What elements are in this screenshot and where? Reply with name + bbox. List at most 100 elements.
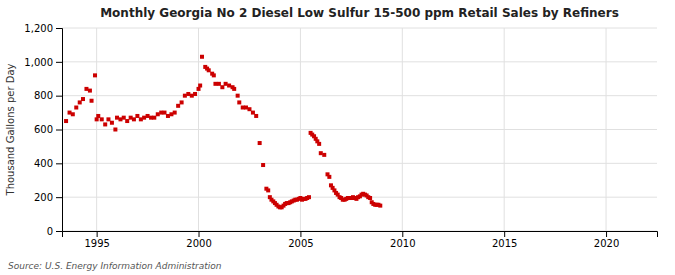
point xyxy=(266,188,270,192)
point xyxy=(166,114,170,118)
point xyxy=(227,84,231,88)
point xyxy=(180,100,184,104)
point xyxy=(232,87,236,91)
point xyxy=(258,141,262,145)
point xyxy=(378,204,382,208)
y-axis-tick-mark xyxy=(56,28,62,29)
point xyxy=(200,55,204,59)
x-axis-tick-mark xyxy=(606,231,607,237)
grid-line-y xyxy=(62,95,657,96)
background xyxy=(0,0,675,275)
point xyxy=(110,121,114,125)
y-axis-tick-label: 200 xyxy=(34,192,53,203)
point xyxy=(254,114,258,118)
y-axis-tick: 1,000 xyxy=(24,57,62,68)
point xyxy=(212,73,216,77)
point xyxy=(213,82,217,86)
point xyxy=(176,104,180,108)
point xyxy=(322,153,326,157)
grid-line-y xyxy=(62,163,657,164)
x-axis-tick-mark xyxy=(300,231,301,237)
point xyxy=(106,117,110,121)
grid-line-y xyxy=(62,129,657,130)
y-axis-tick-label: 1,000 xyxy=(24,57,53,68)
y-axis: 0 200 400 600 800 1,000 1,200 xyxy=(24,23,62,237)
point xyxy=(71,112,75,116)
point xyxy=(193,92,197,96)
point xyxy=(152,116,156,120)
plot: 1995 2000 2005 2010 2015 2020 0 200 400 600 800 1,0… xyxy=(24,23,657,249)
point xyxy=(186,92,190,96)
point xyxy=(100,117,104,121)
point xyxy=(307,195,311,199)
point xyxy=(368,196,372,200)
y-axis-tick-mark xyxy=(56,130,62,131)
grid-line-y xyxy=(62,61,657,62)
point xyxy=(81,97,85,101)
x-axis-tick-label: 2005 xyxy=(288,238,313,249)
source: Source: U.S. Energy Information Administ… xyxy=(8,261,222,271)
grid xyxy=(62,28,657,231)
point xyxy=(261,163,265,167)
x-axis-tick-label: 2020 xyxy=(594,238,619,249)
title: Monthly Georgia No 2 Diesel Low Sulfur 1… xyxy=(100,6,619,20)
point xyxy=(236,94,240,98)
point xyxy=(207,68,211,72)
point xyxy=(103,122,107,126)
point xyxy=(122,116,126,120)
grid-line-y xyxy=(62,28,657,29)
point xyxy=(135,114,139,118)
y-axis-line xyxy=(56,29,63,232)
point xyxy=(162,111,166,115)
y-axis-tick-mark xyxy=(56,163,62,164)
x-axis-tick: 2005 xyxy=(288,231,313,249)
x-axis-tick-mark xyxy=(402,231,403,237)
point xyxy=(156,112,160,116)
x-axis-line xyxy=(63,232,658,238)
x-axis-tick-label: 2010 xyxy=(390,238,415,249)
y-axis-tick-label: 1,200 xyxy=(24,23,53,34)
y-axis-tick: 800 xyxy=(34,90,62,101)
x-axis-tick-mark xyxy=(97,231,98,237)
point xyxy=(74,106,78,110)
point xyxy=(93,73,97,77)
y-axis-tick-label: 400 xyxy=(34,158,53,169)
point xyxy=(217,82,221,86)
point xyxy=(84,87,88,91)
point xyxy=(198,84,202,88)
point xyxy=(90,99,94,103)
x-axis-tick-label: 2000 xyxy=(186,238,211,249)
x-axis-tick: 2000 xyxy=(186,231,211,249)
point xyxy=(173,111,177,115)
x-axis-tick: 2020 xyxy=(594,231,619,249)
point xyxy=(88,89,92,93)
y-axis-tick-label: 800 xyxy=(34,90,53,101)
y-axis-tick-label: 0 xyxy=(47,226,53,237)
points xyxy=(64,55,382,210)
point xyxy=(327,175,331,179)
point xyxy=(113,128,117,132)
x-axis-tick: 2010 xyxy=(390,231,415,249)
x-axis-tick-label: 1995 xyxy=(84,238,109,249)
y-axis-title: Thousand Gallons per Day xyxy=(5,63,16,196)
point xyxy=(146,114,150,118)
y-axis-tick-label: 600 xyxy=(34,124,53,135)
point xyxy=(96,114,100,118)
y-axis-tick-mark xyxy=(56,96,62,97)
chart: 1995 2000 2005 2010 2015 2020 0 200 400 600 800 1,0… xyxy=(0,0,675,275)
point xyxy=(183,94,187,98)
y-axis-tick: 600 xyxy=(34,124,62,135)
y-axis-tick-mark xyxy=(56,231,62,232)
x-axis: 1995 2000 2005 2010 2015 2020 xyxy=(63,231,658,249)
point xyxy=(64,119,68,123)
point xyxy=(142,116,146,120)
point xyxy=(317,142,321,146)
x-axis-tick-mark xyxy=(504,231,505,237)
x-axis-tick-label: 2015 xyxy=(492,238,517,249)
y-axis-tick: 400 xyxy=(34,158,62,169)
point xyxy=(247,107,251,111)
y-axis-tick-mark xyxy=(56,197,62,198)
point xyxy=(125,119,129,123)
x-axis-tick: 2015 xyxy=(492,231,517,249)
point xyxy=(244,106,248,110)
